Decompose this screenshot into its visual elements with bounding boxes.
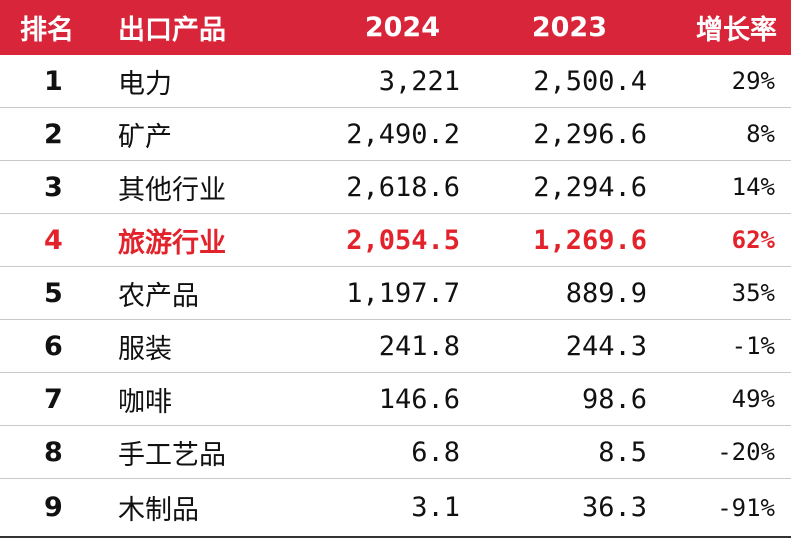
table-row: 1 电力 3,221 2,500.4 29% [0,55,791,108]
table-row-highlighted: 4 旅游行业 2,054.5 1,269.6 62% [0,214,791,267]
table-row: 9 木制品 3.1 36.3 -91% [0,479,791,536]
rank-cell: 7 [44,383,63,415]
value-2024-cell: 2,618.6 [346,171,460,203]
growth-cell: -1% [731,332,775,360]
rank-cell: 8 [44,436,63,468]
growth-cell: 35% [731,279,775,307]
rank-cell: 3 [44,171,63,203]
value-2024-cell: 2,054.5 [346,224,460,256]
table-row: 6 服装 241.8 244.3 -1% [0,320,791,373]
rank-cell: 5 [44,277,63,309]
growth-cell: -91% [717,493,775,522]
growth-cell: 14% [731,173,775,201]
value-2024-cell: 2,490.2 [346,118,460,150]
growth-cell: 62% [731,226,775,254]
product-cell: 服装 [118,333,172,365]
product-cell: 手工艺品 [118,439,226,471]
value-2024-cell: 146.6 [378,383,460,415]
value-2024-cell: 241.8 [378,330,460,362]
table-row: 3 其他行业 2,618.6 2,294.6 14% [0,161,791,214]
header-rank: 排名 [20,15,74,46]
value-2023-cell: 8.5 [598,436,647,468]
value-2023-cell: 36.3 [581,492,647,523]
growth-cell: 8% [746,120,775,148]
value-2023-cell: 1,269.6 [533,224,647,256]
rank-cell: 1 [44,65,63,97]
growth-cell: -20% [717,438,775,466]
product-cell: 农产品 [118,280,199,312]
product-cell: 木制品 [118,495,199,526]
product-cell: 矿产 [118,121,172,153]
value-2023-cell: 2,296.6 [533,118,647,150]
value-2023-cell: 98.6 [581,383,647,415]
product-cell: 旅游行业 [118,227,226,259]
product-cell: 其他行业 [118,174,226,206]
table-header: 排名 出口产品 2024 2023 增长率 [0,0,791,55]
header-product: 出口产品 [118,15,226,46]
value-2023-cell: 889.9 [565,277,647,309]
value-2024-cell: 1,197.7 [346,277,460,309]
value-2023-cell: 2,294.6 [533,171,647,203]
value-2024-cell: 3.1 [411,492,460,523]
value-2024-cell: 3,221 [378,65,460,97]
growth-cell: 29% [731,67,775,95]
growth-cell: 49% [731,385,775,413]
header-year-2024: 2024 [364,12,440,43]
header-year-2023: 2023 [531,12,607,43]
value-2024-cell: 6.8 [411,436,460,468]
value-2023-cell: 244.3 [565,330,647,362]
table-row: 7 咖啡 146.6 98.6 49% [0,373,791,426]
value-2023-cell: 2,500.4 [533,65,647,97]
table-row: 2 矿产 2,490.2 2,296.6 8% [0,108,791,161]
product-cell: 电力 [118,68,172,100]
table-row: 5 农产品 1,197.7 889.9 35% [0,267,791,320]
header-growth: 增长率 [696,15,777,46]
rank-cell: 9 [44,492,63,523]
product-cell: 咖啡 [118,386,172,418]
rank-cell: 4 [44,224,63,256]
rank-cell: 2 [44,118,63,150]
table-row: 8 手工艺品 6.8 8.5 -20% [0,426,791,479]
rank-cell: 6 [44,330,63,362]
